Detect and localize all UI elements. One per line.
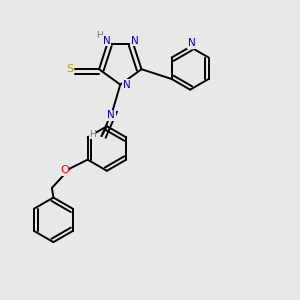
Text: H: H [89,130,96,139]
Text: H: H [96,32,103,40]
Text: N: N [107,110,115,120]
Text: N: N [131,36,139,46]
Text: N: N [188,38,196,48]
Text: S: S [66,64,74,74]
Text: O: O [60,165,69,175]
Text: N: N [123,80,131,90]
Text: N: N [103,36,110,46]
